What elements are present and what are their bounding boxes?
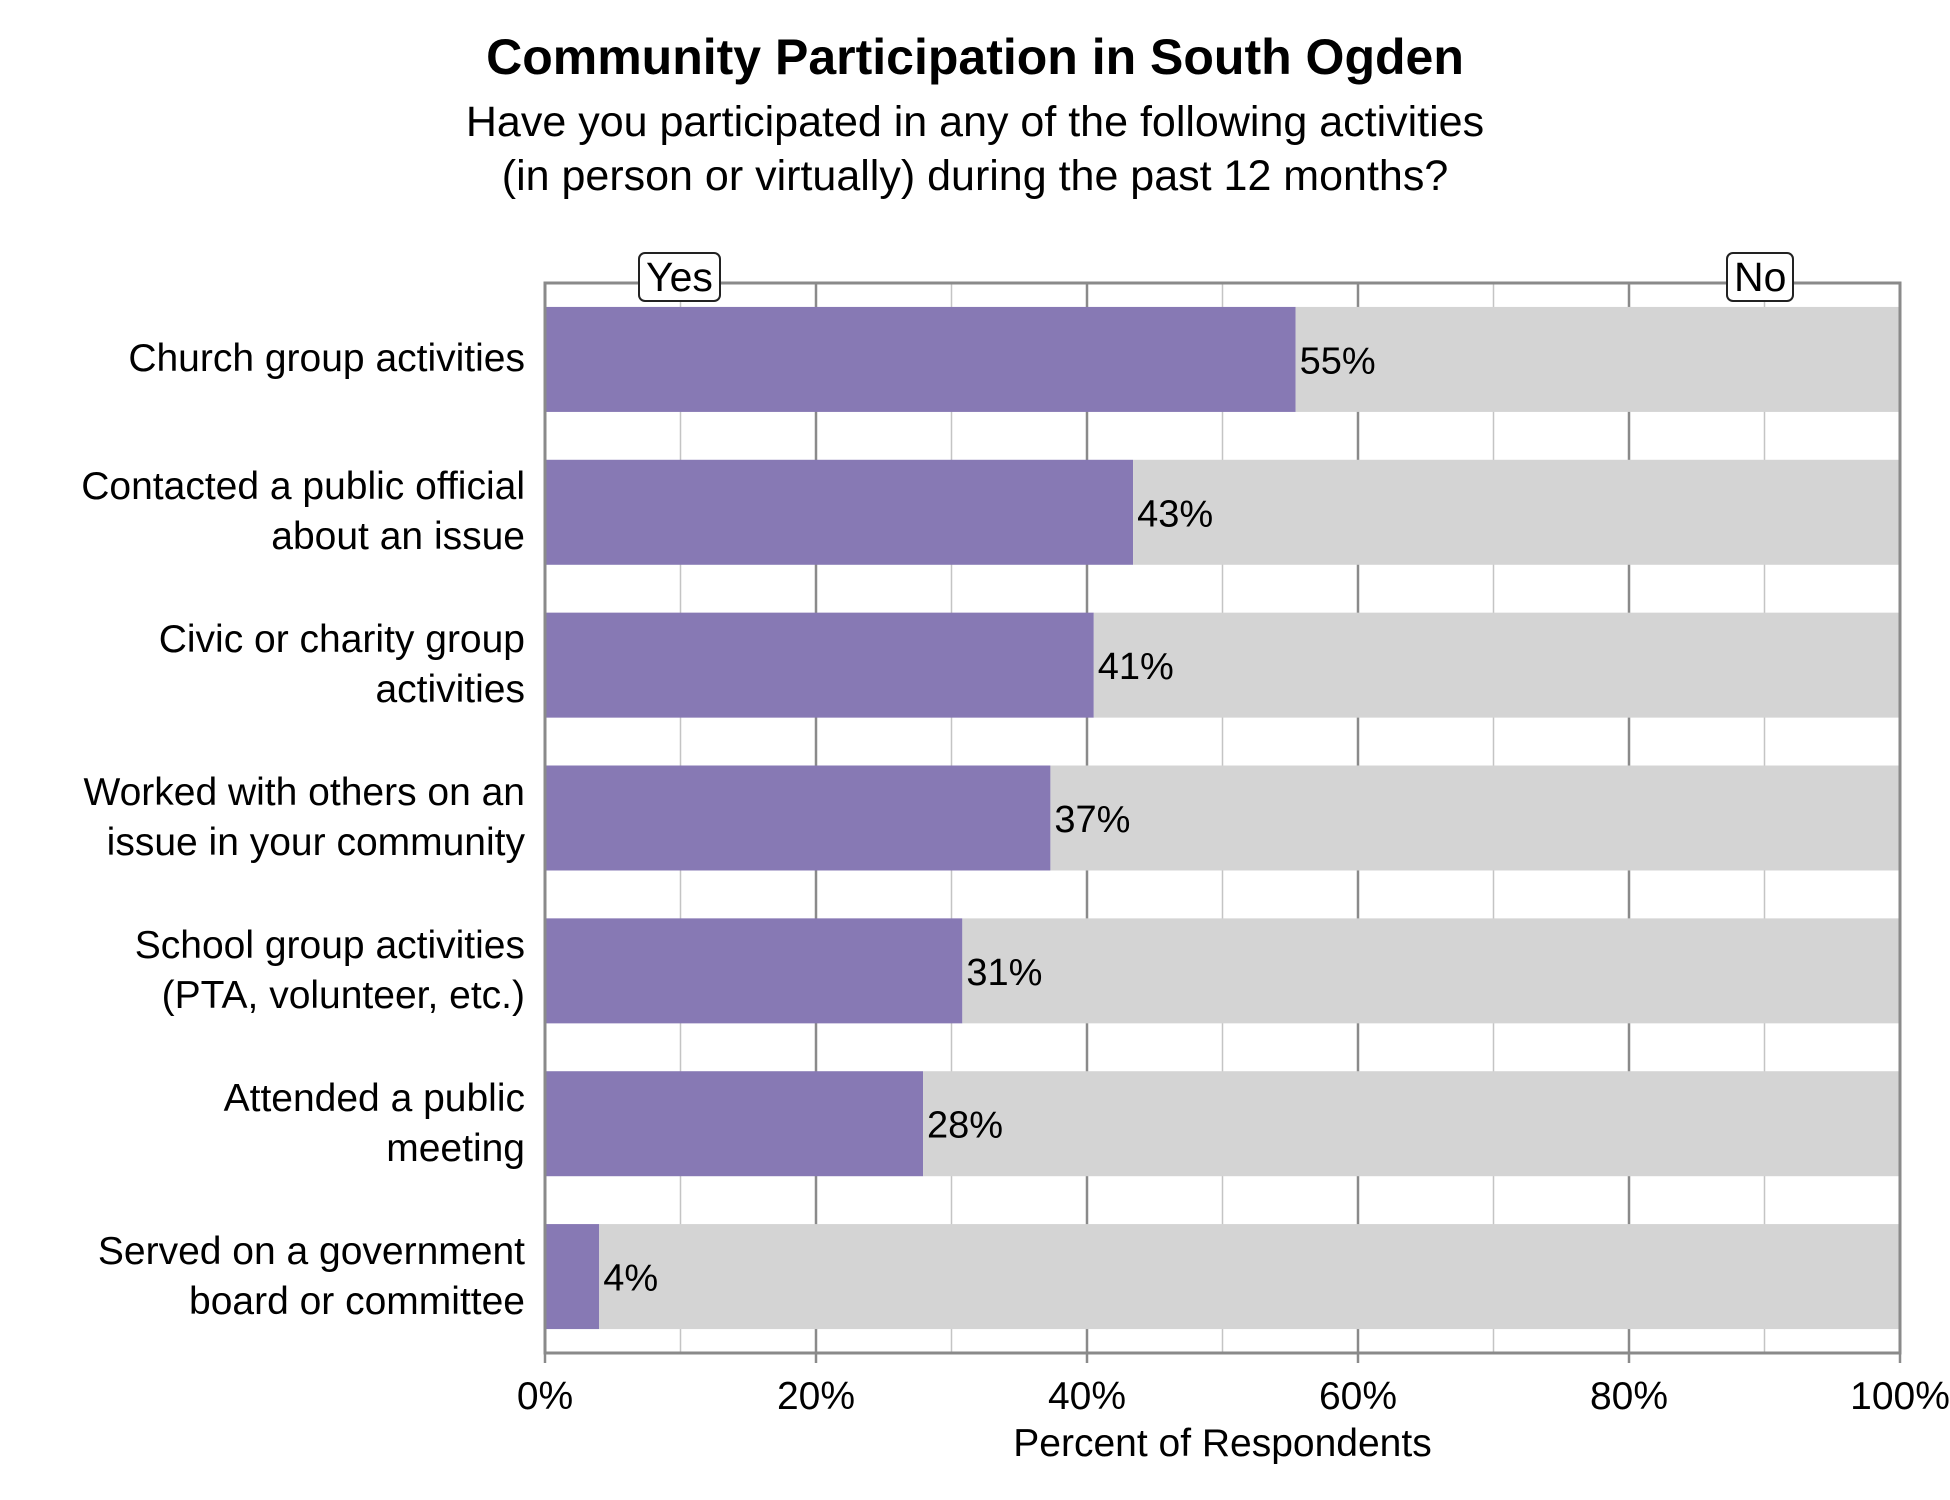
category-label-line: Served on a government <box>97 1229 525 1273</box>
bar-yes <box>545 1071 924 1177</box>
category-label: School group activities (PTA, volunteer, … <box>135 921 525 1021</box>
category-label: Attended a public meeting <box>224 1074 525 1174</box>
category-label-line: (PTA, volunteer, etc.) <box>161 973 525 1017</box>
x-tick-label: 40% <box>1048 1375 1126 1418</box>
bar-yes <box>545 918 963 1024</box>
data-label: 43% <box>1137 493 1213 535</box>
chart-title: Community Participation in South Ogden <box>486 29 1464 85</box>
category-label-line: meeting <box>386 1126 525 1170</box>
bar-yes <box>545 612 1094 718</box>
category-label-line: Church group activities <box>128 337 525 381</box>
x-tick-label: 80% <box>1590 1375 1668 1418</box>
data-label: 37% <box>1054 799 1130 841</box>
category-label-line: School group activities <box>134 923 525 967</box>
bar-no <box>1093 612 1900 718</box>
x-tick-label: 20% <box>777 1375 855 1418</box>
bar-no <box>923 1071 1900 1177</box>
category-label-line: Contacted a public official <box>81 465 525 509</box>
bar-no <box>962 918 1900 1024</box>
chart-subtitle-line-1: Have you participated in any of the foll… <box>465 98 1485 146</box>
category-label-line: Worked with others on an <box>83 771 525 814</box>
bar-yes <box>545 306 1296 412</box>
bar-yes <box>545 1224 600 1330</box>
chart-subtitle-line-2: (in person or virtually) during the past… <box>501 152 1449 200</box>
category-label: Served on a government board or committee <box>98 1227 525 1327</box>
bar-yes <box>545 459 1134 565</box>
category-label-line: activities <box>375 668 525 712</box>
legend-no: No <box>1726 252 1795 302</box>
bar-no <box>1133 459 1900 565</box>
data-label: 31% <box>966 952 1042 994</box>
bar-yes <box>545 765 1051 871</box>
data-label: 4% <box>603 1258 658 1300</box>
category-label: Worked with others on an issue in your co… <box>83 768 525 868</box>
x-tick-label: 60% <box>1319 1375 1397 1418</box>
category-label: Civic or charity group activities <box>159 615 525 715</box>
data-label: 55% <box>1300 340 1376 382</box>
x-tick-label: 100% <box>1850 1375 1950 1418</box>
category-label-line: issue in your community <box>106 821 525 864</box>
bar-no <box>599 1224 1901 1330</box>
category-label-line: Attended a public <box>223 1076 525 1120</box>
category-label-line: board or committee <box>189 1279 525 1323</box>
plot-frame <box>543 281 1902 1355</box>
data-label: 41% <box>1098 646 1174 688</box>
bar-no <box>1295 306 1900 412</box>
x-tick-label: 0% <box>517 1375 573 1418</box>
bar-no <box>1050 765 1900 871</box>
data-label: 28% <box>927 1105 1003 1147</box>
category-label-line: about an issue <box>271 515 525 559</box>
x-axis-label: Percent of Respondents <box>1013 1422 1432 1465</box>
category-label: Church group activities <box>128 334 525 384</box>
category-label: Contacted a public official about an issu… <box>81 462 525 562</box>
category-label-line: Civic or charity group <box>158 618 525 662</box>
legend-yes: Yes <box>638 252 721 302</box>
